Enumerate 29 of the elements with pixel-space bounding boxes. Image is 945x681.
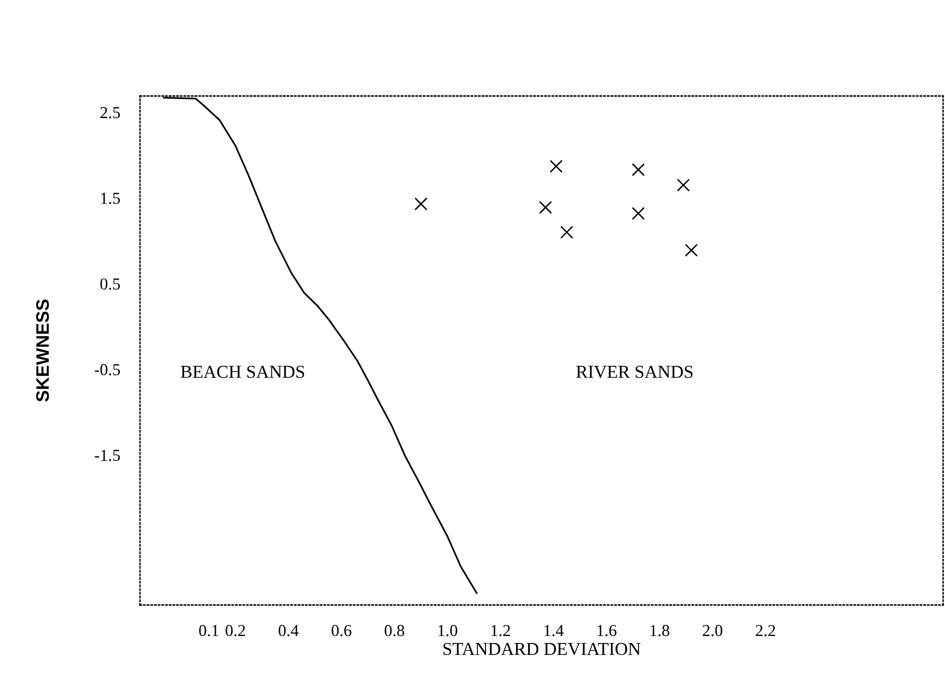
- y-tick-label: -0.5: [94, 364, 120, 376]
- x-tick-label: 2.2: [756, 624, 776, 636]
- y-tick-label: 0.5: [100, 278, 120, 290]
- point: [414, 197, 428, 210]
- x-axis-title: STANDARD DEVIATION: [443, 642, 640, 656]
- x-tick-label: 1.4: [544, 625, 564, 636]
- x-tick-label: 1.2: [492, 624, 510, 636]
- x-tick-label: 0.6: [332, 624, 352, 636]
- x-tick-label: 0.8: [384, 624, 404, 636]
- x-tick-label: 2.0: [702, 624, 722, 636]
- x-tick-label: 1.8: [650, 624, 670, 636]
- y-tick-label: 1.5: [101, 192, 120, 204]
- x-tick-label: 1.0: [438, 624, 458, 636]
- annotation: BEACH SANDS: [180, 366, 304, 378]
- point: [539, 200, 552, 214]
- point: [550, 160, 563, 173]
- point: [676, 178, 690, 192]
- y-axis-title: SKEWNESS: [36, 300, 49, 402]
- point: [632, 206, 645, 220]
- point: [684, 244, 698, 257]
- point: [632, 163, 645, 176]
- point: [560, 226, 574, 239]
- y-tick-label: -1.5: [94, 450, 120, 462]
- x-tick-label: 0.1: [199, 624, 218, 636]
- x-tick-label: 0.2: [226, 624, 245, 636]
- x-tick-label: 0.4: [278, 624, 299, 636]
- x-tick-label: 1.6: [598, 624, 616, 636]
- annotation: RIVER SANDS: [576, 366, 693, 378]
- y-tick-label: 2.5: [100, 107, 120, 118]
